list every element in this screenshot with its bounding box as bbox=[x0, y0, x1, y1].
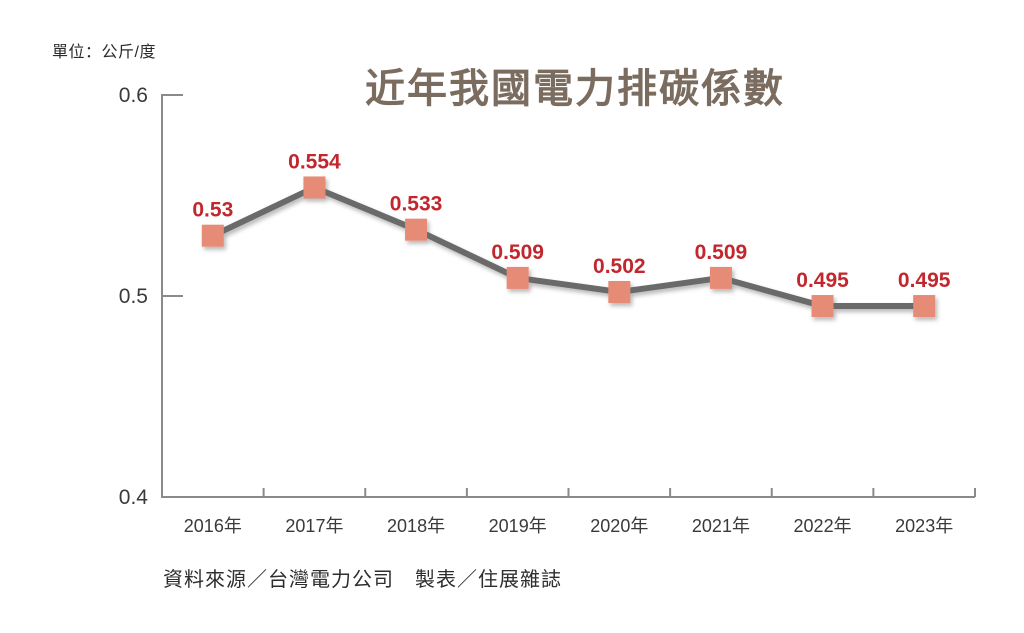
y-tick-label: 0.6 bbox=[119, 84, 148, 107]
x-tick-label: 2021年 bbox=[692, 516, 750, 536]
axis-line bbox=[161, 94, 975, 498]
series-group bbox=[201, 176, 936, 318]
data-point-label: 0.502 bbox=[593, 255, 646, 278]
data-point-marker bbox=[811, 295, 834, 318]
data-point-label: 0.554 bbox=[288, 150, 341, 173]
x-tick-label: 2016年 bbox=[184, 516, 242, 536]
chart-title: 近年我國電力排碳係數 bbox=[365, 65, 785, 112]
y-tick-label: 0.5 bbox=[119, 285, 148, 308]
data-point-marker bbox=[608, 280, 631, 303]
data-point-label: 0.495 bbox=[796, 269, 849, 292]
source-note: 資料來源／台灣電力公司 製表／住展雜誌 bbox=[163, 569, 562, 591]
data-point-marker bbox=[913, 295, 936, 318]
x-tick-label: 2019年 bbox=[489, 516, 547, 536]
data-point-marker bbox=[303, 176, 326, 199]
data-point-marker bbox=[709, 266, 732, 289]
data-point-label: 0.533 bbox=[390, 193, 443, 216]
data-point-label: 0.509 bbox=[491, 241, 544, 264]
x-tick-label: 2018年 bbox=[387, 516, 445, 536]
data-point-label: 0.53 bbox=[192, 199, 233, 222]
data-point-label: 0.495 bbox=[898, 269, 951, 292]
x-tick-label: 2020年 bbox=[590, 516, 648, 536]
x-tick-label: 2023年 bbox=[895, 516, 953, 536]
x-tick-label: 2017年 bbox=[285, 516, 343, 536]
data-point-marker bbox=[405, 218, 428, 241]
y-tick-label: 0.4 bbox=[119, 486, 149, 509]
trend-line bbox=[209, 184, 928, 310]
y-axis-unit-label: 單位：公斤/度 bbox=[52, 44, 156, 61]
data-point-marker bbox=[201, 224, 224, 247]
x-tick-label: 2022年 bbox=[794, 516, 852, 536]
data-point-label: 0.509 bbox=[695, 241, 748, 264]
data-point-marker bbox=[506, 266, 529, 289]
